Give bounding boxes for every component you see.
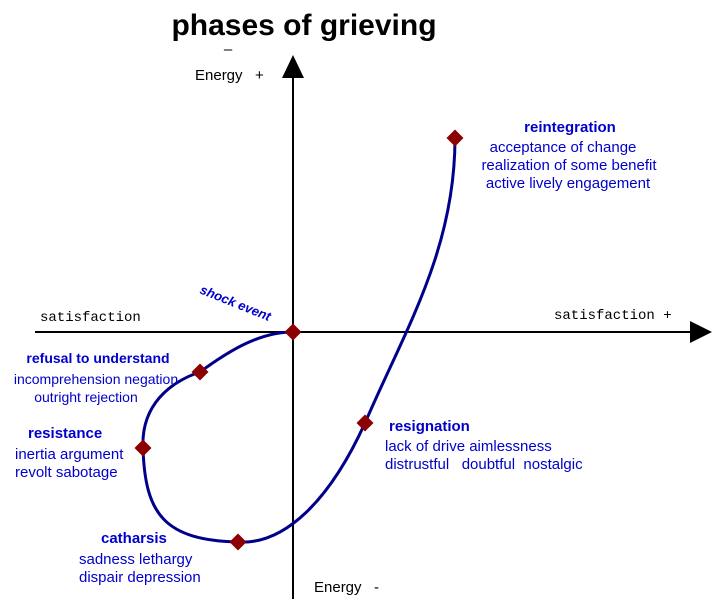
phase-catharsis: catharsis sadness lethargy dispair depre… (79, 530, 201, 586)
phase-line: sadness lethargy (79, 551, 193, 568)
phase-name: reintegration (524, 119, 616, 136)
phase-markers (134, 129, 464, 551)
axes (35, 55, 712, 599)
diagram-title: phases of grieving (171, 9, 436, 42)
y-axis-top-label: Energy + (195, 67, 264, 84)
marker-catharsis (229, 533, 247, 551)
y-axis-bottom-label: Energy - (314, 579, 379, 596)
phase-line: distrustful doubtful nostalgic (385, 456, 583, 473)
y-axis-top-dash: – (224, 41, 233, 58)
marker-resignation (356, 414, 374, 432)
marker-reintegration (446, 129, 464, 147)
x-axis-left-label: satisfaction (40, 310, 141, 326)
phase-line: acceptance of change (490, 139, 637, 156)
phase-line: lack of drive aimlessness (385, 438, 552, 455)
phase-resignation: resignation lack of drive aimlessness di… (385, 418, 583, 473)
phase-refusal: refusal to understand incomprehension ne… (14, 350, 178, 405)
phase-name: refusal to understand (26, 350, 169, 366)
marker-shock-event (284, 323, 302, 341)
phase-line: revolt sabotage (15, 464, 118, 481)
phase-name: resignation (389, 418, 470, 435)
phase-line: outright rejection (34, 389, 138, 405)
phase-line: realization of some benefit (481, 157, 657, 174)
phase-line: incomprehension negation (14, 371, 178, 387)
y-axis-arrowhead (282, 55, 304, 78)
marker-refusal (191, 363, 209, 381)
phase-line: inertia argument (15, 446, 124, 463)
x-axis-right-label: satisfaction + (554, 308, 672, 324)
grief-curve (141, 137, 457, 544)
phase-resistance: resistance inertia argument revolt sabot… (15, 425, 124, 481)
phase-line: dispair depression (79, 569, 201, 586)
phase-name: resistance (28, 425, 102, 442)
phase-line: active lively engagement (486, 175, 651, 192)
x-axis-arrowhead (690, 321, 712, 343)
marker-resistance (134, 439, 152, 457)
phase-name: catharsis (101, 530, 167, 547)
shock-event-label: shock event (198, 282, 274, 324)
phase-reintegration: reintegration acceptance of change reali… (481, 119, 657, 192)
